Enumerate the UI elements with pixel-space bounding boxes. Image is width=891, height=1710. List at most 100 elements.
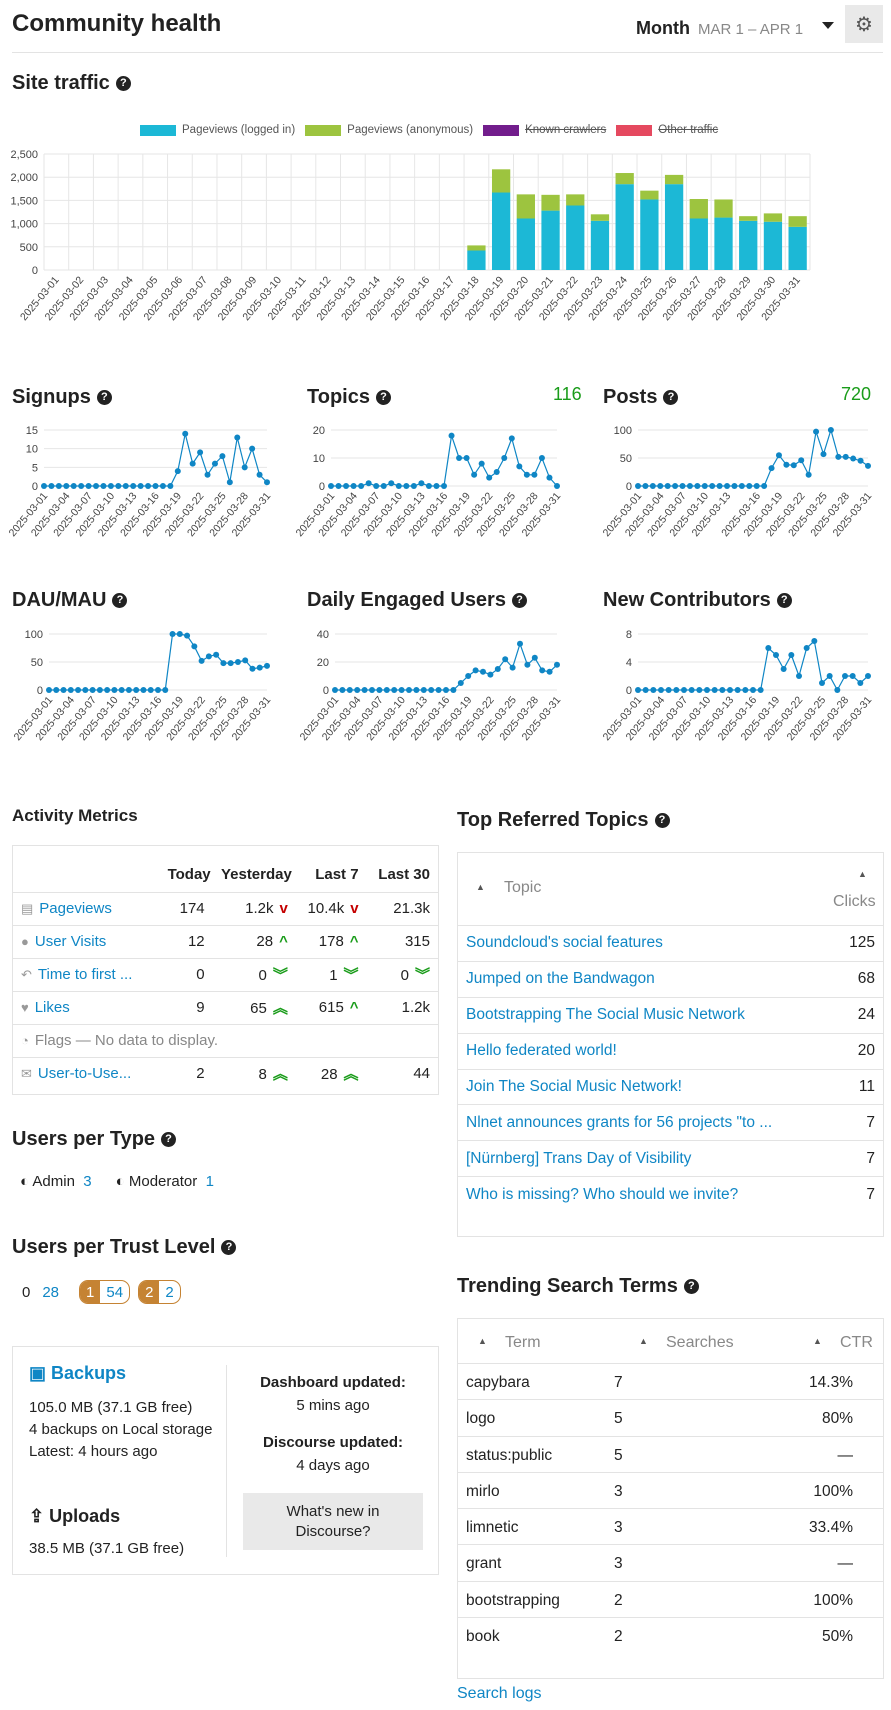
data-point[interactable] <box>538 455 545 461</box>
data-point[interactable] <box>650 687 657 693</box>
referred-topic-link[interactable]: Bootstrapping The Social Music Network <box>466 1006 745 1024</box>
data-point[interactable] <box>658 687 664 693</box>
data-point[interactable] <box>539 667 546 674</box>
data-point[interactable] <box>107 483 114 489</box>
data-point[interactable] <box>546 474 553 481</box>
traffic-bar[interactable] <box>788 216 807 227</box>
data-point[interactable] <box>694 483 701 489</box>
data-point[interactable] <box>813 428 820 435</box>
data-point[interactable] <box>162 687 169 693</box>
data-point[interactable] <box>96 687 103 693</box>
sort-icon[interactable]: ▲ <box>813 1336 822 1346</box>
data-point[interactable] <box>48 483 55 489</box>
data-point[interactable] <box>635 687 641 693</box>
data-point[interactable] <box>443 687 449 693</box>
data-point[interactable] <box>373 483 380 489</box>
col-ctr[interactable]: CTR <box>840 1334 873 1351</box>
data-point[interactable] <box>835 453 842 460</box>
data-point[interactable] <box>842 453 849 460</box>
activity-label[interactable]: User Visits <box>34 933 107 950</box>
data-point[interactable] <box>731 483 738 489</box>
help-icon[interactable]: ? <box>375 390 391 406</box>
referred-topic-link[interactable]: Who is missing? Who should we invite? <box>466 1185 739 1203</box>
traffic-bar[interactable] <box>541 194 560 211</box>
data-point[interactable] <box>130 483 137 489</box>
legend-item[interactable]: Known crawlers <box>483 122 606 138</box>
data-point[interactable] <box>679 483 686 489</box>
data-point[interactable] <box>849 673 856 679</box>
data-point[interactable] <box>383 687 390 693</box>
referred-topic-link[interactable]: [Nürnberg] Trans Day of Visibility <box>466 1149 692 1167</box>
data-point[interactable] <box>147 687 154 693</box>
data-point[interactable] <box>554 661 560 668</box>
sort-icon[interactable]: ▲ <box>858 869 867 879</box>
col-clicks[interactable]: Clicks <box>833 893 876 910</box>
traffic-bar[interactable] <box>615 184 634 270</box>
data-point[interactable] <box>827 427 834 433</box>
period-label[interactable]: Month <box>636 18 690 38</box>
data-point[interactable] <box>249 665 256 672</box>
data-point[interactable] <box>471 471 478 478</box>
referred-topic-link[interactable]: Hello federated world! <box>466 1042 617 1060</box>
data-point[interactable] <box>204 471 211 478</box>
data-point[interactable] <box>819 680 825 686</box>
legend-item[interactable]: Pageviews (anonymous) <box>305 122 473 138</box>
sort-icon[interactable]: ▲ <box>478 1336 487 1346</box>
data-point[interactable] <box>554 483 560 489</box>
data-point[interactable] <box>672 483 679 489</box>
traffic-bar[interactable] <box>516 218 535 270</box>
help-icon[interactable]: ? <box>112 593 128 609</box>
data-point[interactable] <box>380 483 387 489</box>
data-point[interactable] <box>234 434 241 441</box>
data-point[interactable] <box>681 687 687 693</box>
data-point[interactable] <box>850 455 857 462</box>
data-point[interactable] <box>420 687 427 693</box>
traffic-bar[interactable] <box>689 199 708 219</box>
data-point[interactable] <box>75 687 82 693</box>
data-point[interactable] <box>746 483 753 489</box>
data-point[interactable] <box>256 664 263 671</box>
data-point[interactable] <box>70 483 77 489</box>
traffic-bar[interactable] <box>763 221 783 270</box>
data-point[interactable] <box>234 659 241 665</box>
data-point[interactable] <box>517 640 523 647</box>
chevron-down-icon[interactable] <box>822 22 834 29</box>
data-point[interactable] <box>531 471 538 478</box>
data-point[interactable] <box>111 687 118 693</box>
data-point[interactable] <box>724 483 731 489</box>
col-searches[interactable]: Searches <box>666 1334 734 1351</box>
data-point[interactable] <box>376 687 383 693</box>
traffic-bar[interactable] <box>467 250 486 270</box>
data-point[interactable] <box>89 687 96 693</box>
col-term[interactable]: Term <box>505 1334 541 1351</box>
data-point[interactable] <box>716 483 723 489</box>
referred-topic-link[interactable]: Soundcloud's social features <box>466 934 663 952</box>
data-point[interactable] <box>365 480 372 487</box>
data-point[interactable] <box>546 668 553 675</box>
activity-label[interactable]: User-to-Use... <box>37 1065 132 1083</box>
data-point[interactable] <box>133 687 140 693</box>
data-point[interactable] <box>796 673 802 679</box>
data-point[interactable] <box>264 662 270 669</box>
data-point[interactable] <box>664 483 671 489</box>
gear-icon[interactable]: ⚙ <box>845 5 883 43</box>
data-point[interactable] <box>734 687 741 693</box>
help-icon[interactable]: ? <box>221 1240 237 1256</box>
data-point[interactable] <box>696 687 703 693</box>
data-point[interactable] <box>775 452 782 459</box>
data-point[interactable] <box>494 666 501 672</box>
data-point[interactable] <box>155 687 161 693</box>
data-point[interactable] <box>805 471 812 478</box>
data-point[interactable] <box>391 687 398 693</box>
data-point[interactable] <box>826 673 833 679</box>
data-point[interactable] <box>388 480 395 487</box>
data-point[interactable] <box>264 479 270 486</box>
data-point[interactable] <box>783 461 790 468</box>
traffic-bar[interactable] <box>491 192 511 270</box>
traffic-bar[interactable] <box>739 220 758 270</box>
data-point[interactable] <box>410 483 417 489</box>
data-point[interactable] <box>205 653 212 660</box>
data-point[interactable] <box>191 643 198 650</box>
data-point[interactable] <box>509 664 516 671</box>
data-point[interactable] <box>834 687 841 693</box>
